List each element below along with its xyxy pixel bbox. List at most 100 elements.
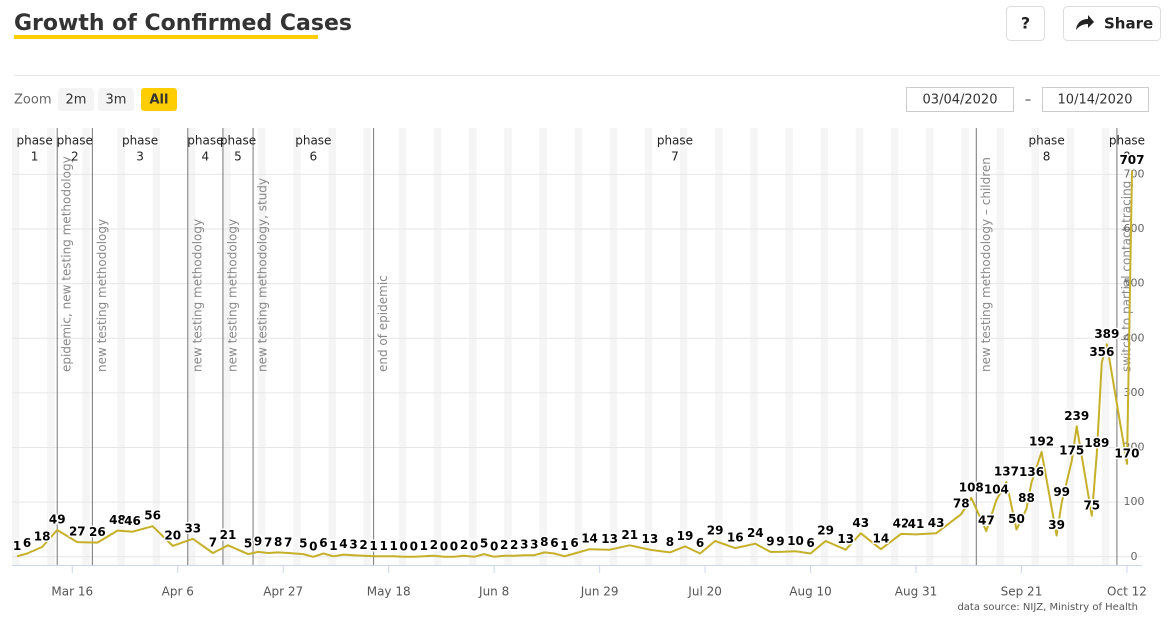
- data-label: 356: [1089, 345, 1114, 359]
- data-label: 3: [530, 538, 538, 552]
- data-label: 29: [817, 523, 834, 537]
- zoom-button[interactable]: [58, 88, 94, 111]
- event-label: new testing methodology – children: [979, 157, 993, 372]
- zoom-button[interactable]: [98, 88, 134, 111]
- data-label: 6: [23, 536, 31, 550]
- data-label: 3: [520, 538, 528, 552]
- stripe: [996, 128, 1004, 565]
- stripe: [187, 128, 196, 565]
- x-tick-label: Aug 10: [789, 585, 832, 599]
- share-button[interactable]: [1063, 6, 1161, 41]
- phase-name: phase: [657, 134, 693, 148]
- stripe: [679, 128, 688, 565]
- stripe: [222, 128, 231, 565]
- y-tick-label: 600: [1124, 222, 1145, 235]
- data-label: 20: [164, 528, 181, 542]
- x-tick-label: Apr 27: [263, 585, 303, 599]
- data-label: 26: [89, 525, 106, 539]
- phase-name: phase: [187, 134, 223, 148]
- y-tick-label: 0: [1131, 550, 1138, 563]
- help-label: ?: [1021, 14, 1030, 33]
- data-label: 33: [184, 521, 201, 535]
- data-label: 2: [430, 538, 438, 552]
- data-label: 2: [359, 538, 367, 552]
- stripe: [855, 128, 864, 565]
- y-tick-label: 200: [1124, 441, 1145, 454]
- stripe: [82, 128, 90, 565]
- zoom-button[interactable]: [141, 88, 177, 111]
- data-label: 6: [806, 536, 814, 550]
- data-label: 9: [766, 534, 774, 548]
- stripe: [539, 128, 547, 565]
- x-tick-label: May 18: [367, 585, 411, 599]
- stripe: [363, 128, 372, 565]
- data-label: 14: [873, 532, 890, 546]
- y-tick-label: 500: [1124, 277, 1145, 290]
- y-tick-label: 100: [1124, 495, 1145, 508]
- data-label: 0: [309, 539, 317, 553]
- data-label: 6: [550, 536, 558, 550]
- data-label: 88: [1018, 491, 1035, 505]
- data-label: 43: [852, 516, 869, 530]
- x-tick-label: Mar 16: [51, 585, 93, 599]
- help-button[interactable]: [1006, 6, 1045, 41]
- stripe: [328, 128, 336, 565]
- data-label: 6: [319, 536, 327, 550]
- data-label: 175: [1059, 444, 1084, 458]
- x-tick-label: Jun 29: [580, 585, 619, 599]
- data-label: 49: [49, 513, 66, 527]
- data-label: 170: [1114, 446, 1139, 460]
- x-tick-label: Jul 20: [687, 585, 722, 599]
- stripe: [433, 128, 442, 565]
- data-label: 75: [1083, 498, 1100, 512]
- event-label: new testing methodology: [225, 219, 239, 372]
- data-label: 1: [379, 539, 387, 553]
- event-label: new testing methodology, study: [256, 178, 270, 372]
- data-label: 50: [1008, 512, 1025, 526]
- data-label: 3: [349, 538, 357, 552]
- event-label: end of epidemic: [376, 275, 390, 372]
- date-to[interactable]: [1042, 87, 1149, 112]
- data-label: 9: [776, 534, 784, 548]
- stripe: [1066, 128, 1075, 565]
- phase-number: 1: [31, 150, 39, 164]
- date-from[interactable]: [906, 87, 1014, 112]
- stripe: [574, 128, 582, 565]
- phase-name: phase: [57, 134, 93, 148]
- data-label: 39: [1048, 518, 1065, 532]
- series-line: [16, 170, 1133, 558]
- data-label: 189: [1084, 436, 1109, 450]
- event-label: new testing methodology: [95, 219, 109, 372]
- data-label: 5: [244, 537, 252, 551]
- data-label: 0: [410, 539, 418, 553]
- data-label: 47: [978, 514, 995, 528]
- share-icon: [1076, 15, 1094, 30]
- phase-name: phase: [1028, 134, 1064, 148]
- phase-number: 7: [671, 150, 679, 164]
- data-label: 9: [254, 534, 262, 548]
- zoom-button-label: 3m: [106, 93, 127, 108]
- stripe: [609, 128, 618, 565]
- data-label: 56: [144, 509, 161, 523]
- data-label: 1: [13, 539, 21, 553]
- data-label: 192: [1029, 434, 1054, 448]
- data-label: 104: [984, 482, 1009, 496]
- x-tick-label: Aug 31: [895, 585, 938, 599]
- data-label: 8: [666, 535, 674, 549]
- x-tick-label: Sep 21: [1001, 585, 1043, 599]
- data-label: 27: [69, 525, 86, 539]
- zoom-button-label: All: [150, 93, 169, 108]
- phase-number: 9: [1123, 150, 1131, 164]
- phase-name: phase: [1109, 134, 1145, 148]
- stripe: [398, 128, 407, 565]
- date-separator: –: [1025, 93, 1032, 108]
- data-label: 2: [500, 538, 508, 552]
- data-label: 16: [727, 531, 744, 545]
- stripe: [117, 128, 125, 565]
- x-tick-label: Apr 6: [162, 585, 194, 599]
- stripe: [750, 128, 758, 565]
- phase-number: 3: [136, 150, 144, 164]
- event-label: epidemic, new testing methodology: [60, 156, 74, 372]
- data-label: 2: [460, 538, 468, 552]
